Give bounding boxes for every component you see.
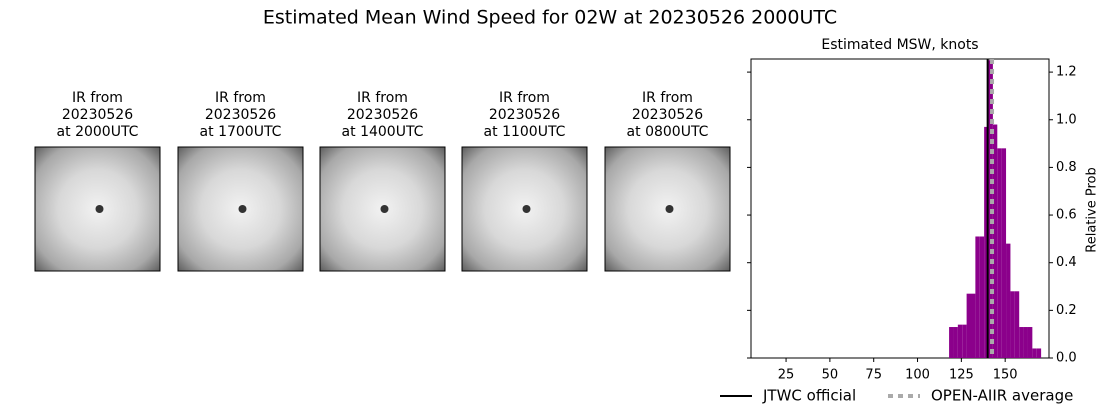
- y-tick-label: 0.6: [1056, 208, 1077, 223]
- y-tick-label: 0.0: [1056, 351, 1077, 366]
- panel-title: at 0800UTC: [627, 124, 709, 140]
- panel-title: IR from: [642, 90, 693, 106]
- panel-title: 20230526: [632, 107, 703, 123]
- eye: [380, 205, 389, 213]
- panel-title: 20230526: [205, 107, 276, 123]
- x-tick-label: 150: [993, 368, 1018, 383]
- panel-title: IR from: [215, 90, 266, 106]
- panel-title: at 1400UTC: [342, 124, 424, 140]
- x-tick-label: 25: [778, 368, 795, 383]
- legend-label: JTWC official: [762, 387, 856, 405]
- bar: [1032, 348, 1037, 358]
- bar: [966, 293, 971, 358]
- legend-label: OPEN-AIIR average: [931, 387, 1073, 405]
- bar: [1001, 148, 1007, 358]
- x-tick-label: 75: [865, 368, 882, 383]
- plot-frame: [750, 58, 1050, 359]
- bar: [992, 124, 998, 358]
- bar: [1036, 348, 1042, 358]
- panel-title: 20230526: [62, 107, 133, 123]
- bar: [1019, 327, 1024, 358]
- bar: [997, 148, 1002, 358]
- panel-title: 20230526: [489, 107, 560, 123]
- panel-title: IR from: [72, 90, 123, 106]
- y-tick-label: 1.2: [1056, 65, 1077, 80]
- axis-title: Estimated MSW, knots: [821, 37, 978, 53]
- panel-title: IR from: [499, 90, 550, 106]
- bar: [962, 324, 967, 358]
- x-tick-label: 50: [822, 368, 839, 383]
- bar: [975, 236, 980, 358]
- eye: [522, 205, 531, 213]
- bar: [949, 327, 954, 358]
- eye: [665, 205, 674, 213]
- y-tick-label: 0.8: [1056, 160, 1077, 175]
- y-tick-label: 0.4: [1056, 255, 1077, 270]
- bar: [1010, 291, 1015, 358]
- ir-image: [34, 146, 161, 272]
- bar: [1014, 291, 1020, 358]
- bar: [984, 126, 989, 359]
- bar: [970, 293, 976, 358]
- panel-title: IR from: [357, 90, 408, 106]
- y-axis-label: Relative Prob: [1085, 167, 1100, 252]
- bar: [1006, 243, 1011, 358]
- x-tick-label: 100: [905, 368, 930, 383]
- bar: [957, 324, 963, 358]
- panel-title: at 1100UTC: [484, 124, 566, 140]
- bar: [1023, 327, 1028, 358]
- x-tick-label: 125: [949, 368, 974, 383]
- panel-title: at 2000UTC: [57, 124, 139, 140]
- y-tick-label: 1.0: [1056, 112, 1077, 127]
- chart-title: Estimated Mean Wind Speed for 02W at 202…: [263, 7, 837, 29]
- eye: [238, 205, 247, 213]
- panel-title: 20230526: [347, 107, 418, 123]
- panel-title: at 1700UTC: [200, 124, 282, 140]
- y-tick-label: 0.2: [1056, 303, 1077, 318]
- eye: [95, 205, 104, 213]
- bar: [1027, 327, 1033, 358]
- bar: [953, 327, 958, 358]
- bar: [979, 236, 985, 358]
